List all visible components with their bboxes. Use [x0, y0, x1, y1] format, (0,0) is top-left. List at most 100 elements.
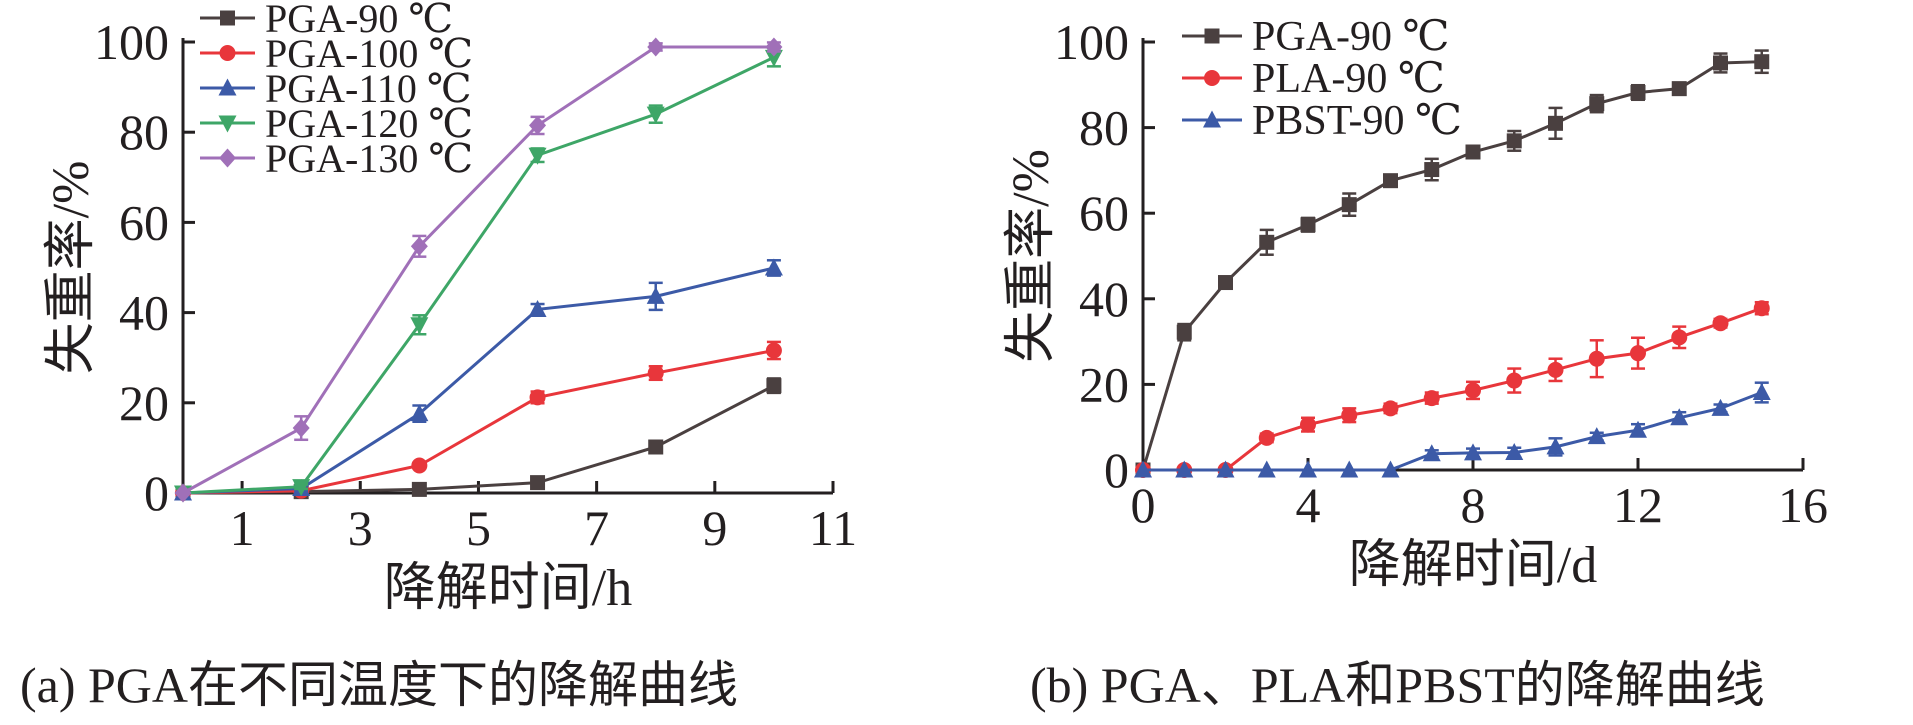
chart-b-data-point [1257, 460, 1276, 478]
chart-b-data-point [1300, 416, 1316, 433]
chart-b-x-axis-label: 降解时间/d [1349, 537, 1597, 594]
chart-a-data-point [764, 258, 783, 276]
chart-a-y-tick-label: 80 [119, 104, 169, 160]
chart-a-data-point [647, 37, 665, 57]
chart-b-y-tick-label: 80 [1079, 100, 1129, 156]
chart-b-data-point [1258, 429, 1275, 446]
chart-b-y-tick-label: 20 [1079, 356, 1129, 412]
chart-b-data-point [1341, 407, 1358, 424]
chart-b-y-axis-label: 失重率/% [1003, 149, 1060, 363]
chart-a-data-point [765, 37, 783, 57]
chart-b-series-2 [1134, 381, 1771, 478]
chart-a-data-point [647, 365, 664, 382]
chart-b-data-point [1424, 162, 1440, 178]
chart-a-y-tick-label: 60 [119, 194, 169, 250]
chart-b-data-point [1589, 96, 1605, 112]
chart-a-series-line [182, 349, 775, 495]
chart-b-data-point [1712, 315, 1729, 332]
chart-b-series-line [1141, 60, 1762, 471]
chart-b-y-tick-label: 40 [1079, 271, 1129, 327]
chart-b-data-point [1713, 55, 1728, 71]
chart-b-data-point [1382, 400, 1399, 417]
chart-b-data-point [1381, 460, 1400, 478]
chart-a-data-point [174, 483, 192, 503]
chart-a-data-point [411, 481, 427, 497]
chart-panel-a: 0 20 40 60 80 100 1 3 5 7 9 11 降解时间/h 失重率/% PGA-90 ℃ PG… [0, 0, 950, 725]
chart-a-x-tick-label: 5 [466, 500, 491, 556]
chart-b-data-point [1176, 324, 1192, 340]
chart-a-y-tick-label: 100 [94, 14, 169, 70]
chart-b-data-point [1548, 115, 1563, 131]
chart-a-data-point [530, 475, 546, 491]
chart-b-data-point [1216, 460, 1235, 478]
chart-b-data-point [1341, 197, 1357, 213]
chart-a-data-point [292, 418, 310, 438]
chart-a-series-2 [174, 258, 783, 501]
chart-b-legend-marker [1204, 28, 1220, 44]
chart-b-data-point [1299, 460, 1317, 478]
chart-b-caption: (b) PGA、PLA和PBST的降解曲线 [1030, 657, 1765, 713]
chart-b-data-point [1506, 372, 1523, 389]
chart-a-data-point [764, 49, 783, 67]
chart-a-series-line [182, 384, 775, 495]
chart-a-legend-marker [218, 115, 237, 133]
chart-b-y-tick-label: 0 [1104, 442, 1129, 498]
chart-b-data-point [1671, 81, 1687, 97]
chart-a-data-point [528, 147, 547, 165]
chart-a-x-tick-label: 7 [584, 500, 609, 556]
chart-a-series-1 [175, 340, 782, 501]
chart-a-series-line [182, 55, 775, 495]
chart-b-legend-label: PBST-90 ℃ [1252, 98, 1462, 144]
chart-b-data-point [1630, 85, 1646, 101]
chart-b-data-point [1465, 382, 1481, 399]
chart-b-series-0 [1135, 49, 1770, 478]
chart-b-data-point [1465, 144, 1481, 160]
chart-b-data-point [1711, 398, 1730, 416]
chart-b-x-tick-label: 16 [1778, 477, 1828, 533]
chart-b-data-point [1505, 442, 1524, 460]
chart-b-x-tick-label: 4 [1296, 477, 1321, 533]
chart-a-data-point [292, 479, 311, 497]
chart-a-legend-label: PGA-90 ℃ [265, 0, 453, 41]
chart-a-data-point [529, 389, 546, 406]
chart-a-legend-marker [219, 45, 236, 61]
chart-b-series-line [1143, 306, 1763, 472]
chart-a-series-line [182, 266, 775, 495]
chart-b-y-tick-label: 100 [1054, 14, 1129, 70]
chart-a-legend-marker [218, 78, 237, 96]
chart-b-data-point [1588, 350, 1605, 367]
chart-a-data-point [410, 317, 429, 335]
chart-b-svg: 0 20 40 60 80 100 0 4 8 12 16 降解时间/d 失重率/% PGA-90 ℃PL… [1003, 14, 1828, 594]
chart-a-series-4 [174, 37, 783, 503]
chart-b-series-line [1143, 391, 1763, 472]
chart-a-x-tick-label: 9 [702, 500, 727, 556]
chart-b-x-tick-label: 8 [1461, 477, 1486, 533]
chart-b-data-point [1134, 460, 1152, 478]
chart-b-data-point [1422, 444, 1441, 462]
chart-a-x-tick-label: 11 [809, 500, 857, 556]
chart-b-data-point [1259, 234, 1275, 250]
chart-a-data-point [646, 106, 665, 124]
chart-a-y-tick-label: 0 [144, 465, 169, 521]
chart-b-data-point [1670, 408, 1689, 426]
chart-b-legend-label: PLA-90 ℃ [1252, 56, 1445, 102]
chart-b-data-point [1671, 329, 1688, 346]
chart-a-legend-label: PGA-130 ℃ [265, 136, 473, 181]
chart-a-data-point [648, 439, 664, 455]
chart-b-data-point [1630, 345, 1646, 362]
chart-b-y-tick-label: 60 [1079, 185, 1129, 241]
chart-b-data-point [1547, 361, 1564, 378]
chart-b-data-point [1587, 427, 1606, 445]
chart-b-data-point [1506, 133, 1522, 149]
chart-a-data-point [646, 286, 665, 304]
chart-a-legend-label: PGA-110 ℃ [265, 66, 472, 111]
chart-b-data-point [1300, 217, 1316, 233]
chart-a-x-tick-label: 3 [348, 500, 373, 556]
chart-b-series-1 [1135, 300, 1770, 478]
chart-a-y-axis-label: 失重率/% [43, 161, 100, 375]
chart-b-data-point [1754, 54, 1770, 70]
chart-b-data-point [1340, 460, 1359, 478]
chart-b-legend-marker [1203, 110, 1221, 128]
chart-a-caption: (a) PGA在不同温度下的降解曲线 [20, 657, 739, 713]
chart-a-data-point [765, 342, 782, 359]
